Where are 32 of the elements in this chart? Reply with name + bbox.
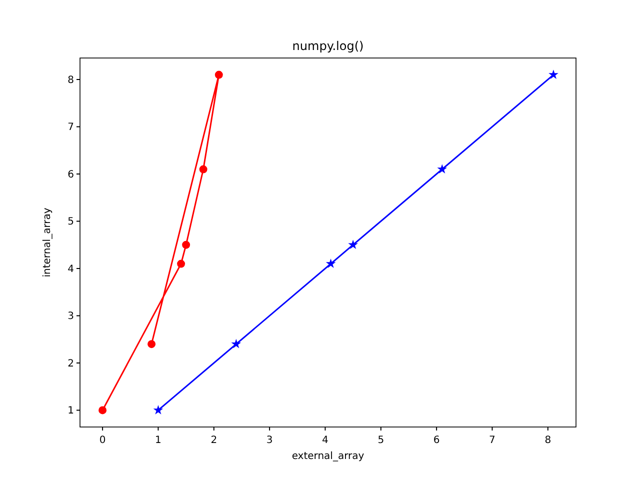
y-tick-label: 2 <box>68 358 74 370</box>
point <box>98 406 107 414</box>
x-tick-label: 1 <box>155 435 162 446</box>
x-tick-label: 0 <box>99 435 106 446</box>
point <box>231 338 242 348</box>
y-tick-label: 5 <box>68 216 74 228</box>
x-tick-label: 4 <box>322 435 328 446</box>
point <box>348 240 358 250</box>
point <box>177 260 186 268</box>
y-tick-label: 1 <box>68 406 74 417</box>
x-tick-label: 7 <box>489 435 496 446</box>
chart-title: numpy.log() <box>292 39 364 53</box>
x-tick-label: 3 <box>266 435 273 446</box>
point <box>437 164 448 174</box>
y-tick-label: 8 <box>68 74 74 86</box>
point <box>182 240 190 249</box>
x-tick-label: 5 <box>378 435 384 446</box>
point <box>148 340 156 348</box>
y-tick-label: 3 <box>68 311 74 322</box>
x-tick-label: 6 <box>433 435 440 446</box>
point <box>548 70 558 79</box>
point <box>153 405 164 414</box>
x-tick-label: 2 <box>210 435 218 446</box>
point <box>326 258 336 268</box>
y-tick-label: 7 <box>68 122 74 134</box>
y-tick-label: 6 <box>68 169 74 180</box>
x-tick-label: 8 <box>544 435 552 446</box>
point <box>199 165 208 174</box>
x-axis-title: external_array <box>292 451 364 462</box>
point <box>214 70 223 79</box>
y-axis-title: internal_array <box>42 208 53 278</box>
y-tick-label: 4 <box>68 264 74 275</box>
